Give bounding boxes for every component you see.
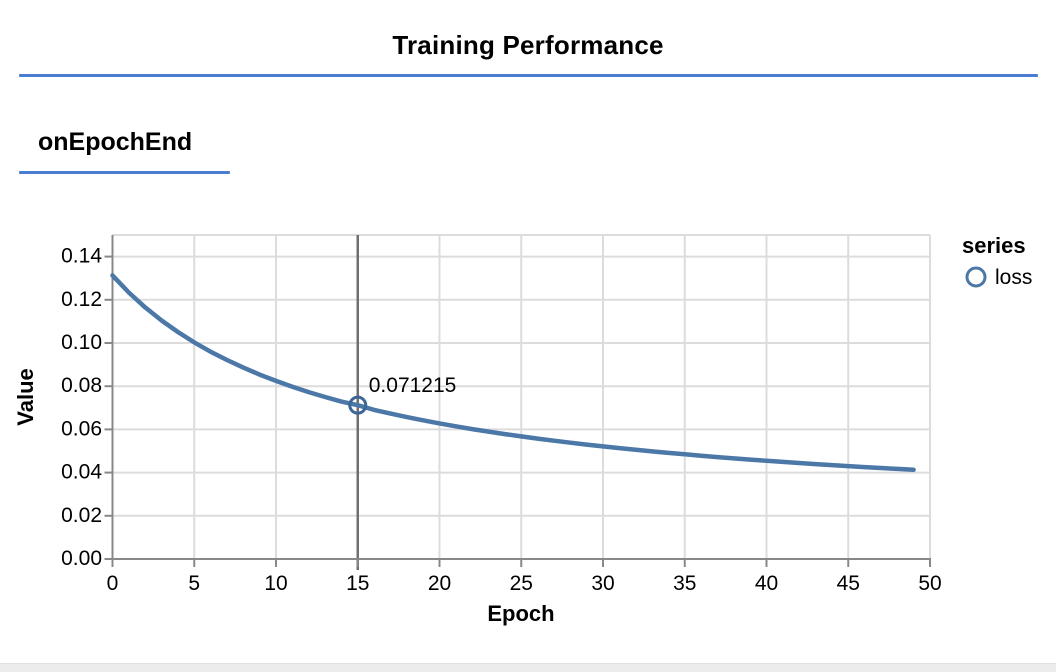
plot-hover-region[interactable] bbox=[113, 235, 931, 559]
chart-legend: series loss bbox=[962, 233, 1032, 289]
y-tick-label: 0.10 bbox=[61, 331, 102, 354]
highlight-point-marker bbox=[348, 395, 368, 415]
y-axis-title: Value bbox=[13, 368, 38, 425]
x-tick-labels: 0 5 10 15 20 25 30 35 40 45 50 bbox=[107, 572, 942, 595]
x-tick-label: 30 bbox=[591, 572, 614, 595]
legend-title: series bbox=[962, 233, 1026, 258]
x-tick-label: 25 bbox=[510, 572, 533, 595]
loss-series-line bbox=[110, 273, 916, 473]
chart-gridlines bbox=[112, 234, 931, 559]
y-tick-label: 0.04 bbox=[61, 461, 102, 484]
legend-loss-icon bbox=[965, 266, 987, 288]
y-tick-label: 0.12 bbox=[61, 288, 102, 311]
x-tick-label: 45 bbox=[837, 572, 860, 595]
x-tick-label: 5 bbox=[188, 572, 200, 595]
section-heading: onEpochEnd bbox=[38, 128, 193, 156]
chart-axes bbox=[104, 235, 931, 567]
y-tick-labels: 0.00 0.02 0.04 0.06 0.08 0.10 0.12 0.14 bbox=[61, 245, 102, 570]
y-tick-label: 0.06 bbox=[61, 417, 102, 440]
legend-loss-label: loss bbox=[995, 266, 1032, 289]
x-axis-title: Epoch bbox=[487, 601, 554, 626]
x-tick-label: 35 bbox=[673, 572, 696, 595]
bottom-bar bbox=[0, 663, 1056, 672]
x-tick-label: 40 bbox=[755, 572, 778, 595]
y-tick-label: 0.00 bbox=[61, 547, 102, 570]
x-tick-label: 0 bbox=[107, 572, 119, 595]
x-tick-label: 20 bbox=[428, 572, 451, 595]
title-divider bbox=[19, 74, 1038, 77]
y-tick-label: 0.02 bbox=[61, 504, 102, 527]
tooltip-value-label: 0.071215 bbox=[369, 374, 457, 397]
x-tick-label: 50 bbox=[918, 572, 941, 595]
x-tick-label: 15 bbox=[346, 572, 369, 595]
page-title: Training Performance bbox=[392, 30, 664, 60]
y-tick-label: 0.14 bbox=[61, 245, 102, 268]
y-tick-label: 0.08 bbox=[61, 374, 102, 397]
x-tick-label: 10 bbox=[264, 572, 287, 595]
section-divider bbox=[19, 171, 230, 174]
